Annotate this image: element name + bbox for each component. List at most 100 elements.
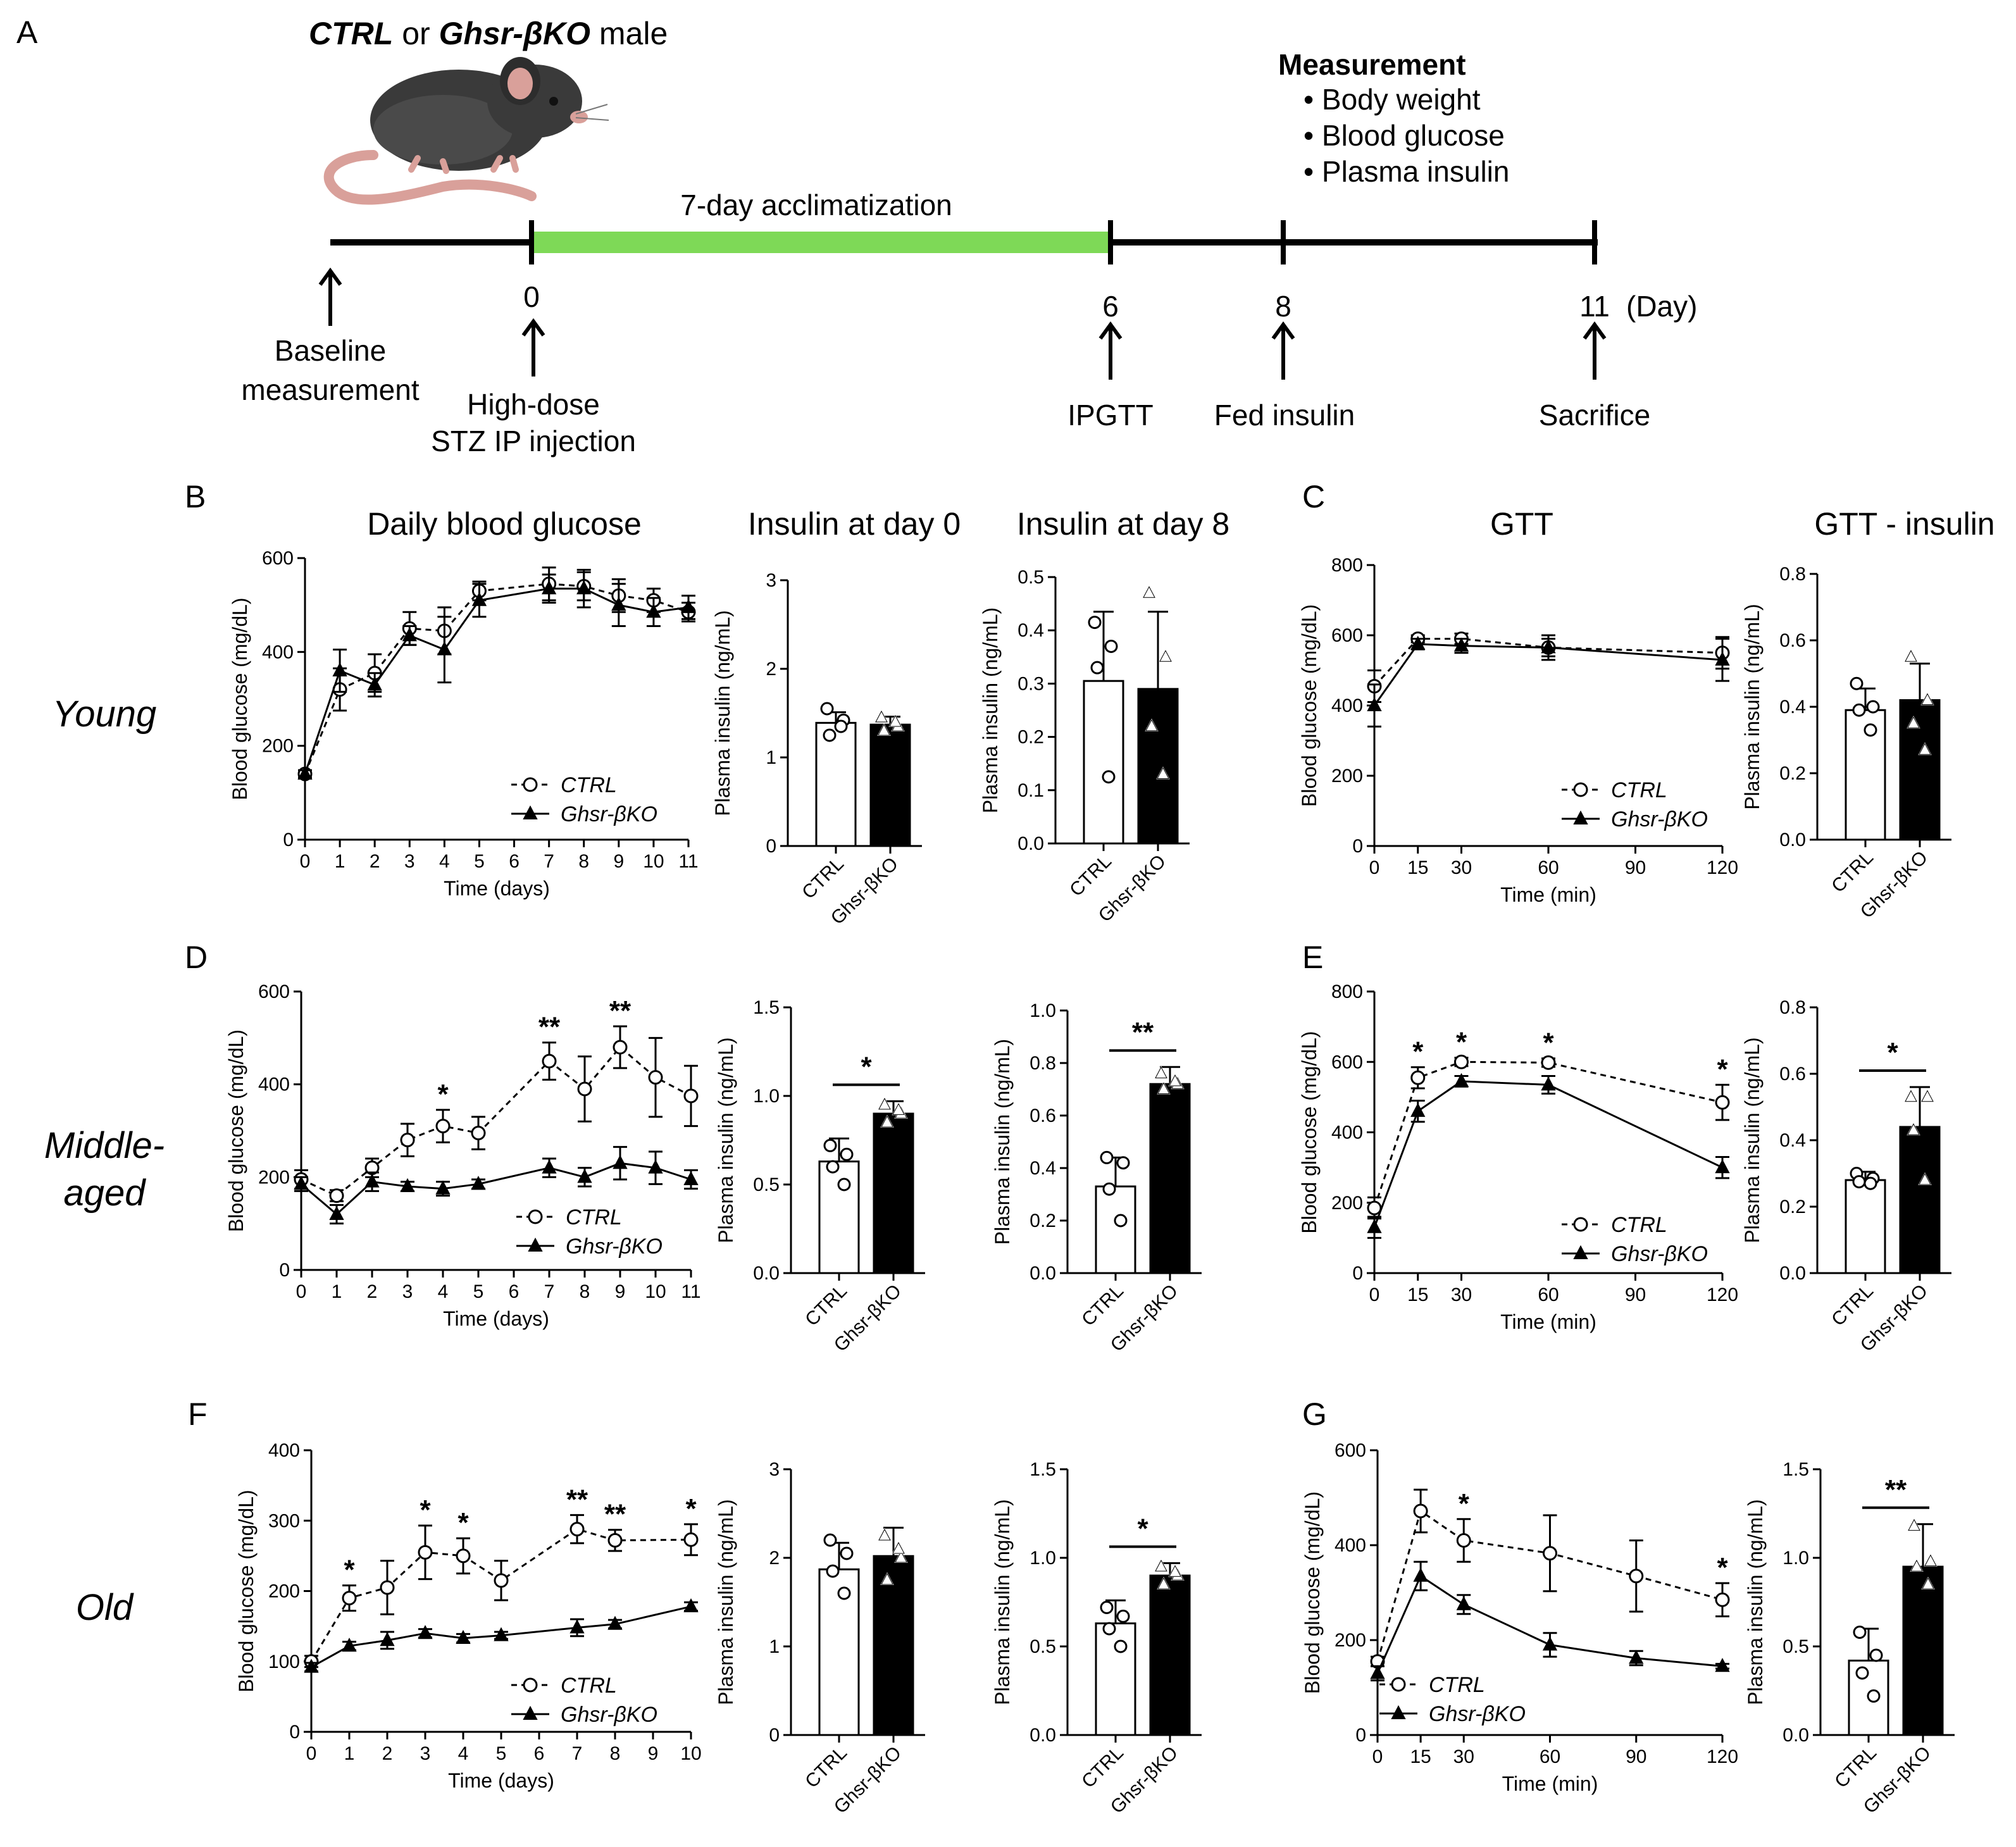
y-tick-label: 0 (289, 1722, 300, 1743)
ctrl-dot (834, 719, 848, 733)
ko-point (297, 766, 313, 780)
ctrl-point (380, 1580, 395, 1595)
ctrl-dot (837, 1586, 851, 1600)
ctrl-dot (1088, 616, 1102, 630)
ko-point (1456, 1596, 1471, 1610)
ko-point (1453, 1073, 1469, 1087)
ko-dot (1920, 1089, 1934, 1102)
y-tick-label: 0.2 (1030, 1210, 1056, 1231)
x-tick-label: 8 (578, 851, 589, 872)
y-tick-label: 0.2 (1779, 1197, 1806, 1217)
ko-dot-outline (1921, 1090, 1934, 1102)
chart-g-gtt: 0 200 400 600 Blood glucose (mg/dL) 0 15 30 60 90… (1301, 1440, 1738, 1795)
y-tick-label: 2 (769, 1548, 780, 1569)
ctrl-dot (1869, 1648, 1883, 1662)
x-tick-label: 60 (1538, 1284, 1559, 1305)
ko-point (456, 1629, 471, 1645)
y-tick-label: 0.2 (1017, 727, 1044, 748)
x-tick-label: 30 (1453, 1746, 1474, 1767)
bar-ko (1899, 1126, 1941, 1274)
ko-point (471, 1176, 486, 1190)
x-tick-label: 0 (1369, 857, 1380, 878)
ctrl-dot (1864, 1176, 1877, 1190)
ctrl-dot (1114, 1214, 1128, 1228)
ko-point (364, 1173, 380, 1188)
ctrl-line (301, 1045, 692, 1197)
ctrl-point (1367, 1200, 1382, 1216)
ko-dot-outline (1157, 1082, 1170, 1094)
title-gtt: GTT (1490, 506, 1553, 542)
ctrl-point (683, 1532, 699, 1547)
y-tick-label: 1.0 (1030, 1548, 1056, 1569)
category-label: CTRL (1066, 851, 1116, 901)
y-tick-label: 0 (1352, 836, 1363, 857)
y-tick-label: 3 (766, 570, 776, 591)
ctrl-point (342, 1591, 357, 1606)
baseline-label-2: measurement (241, 373, 419, 406)
x-tick-label: 120 (1707, 1284, 1738, 1305)
y-tick-label: 0.4 (1779, 697, 1806, 718)
x-tick-label: 90 (1625, 857, 1646, 878)
row-label-middle-2: aged (63, 1172, 146, 1214)
panel-letter-d: D (185, 940, 208, 975)
ko-dot-outline (1155, 1066, 1167, 1079)
ctrl-point (683, 1088, 699, 1104)
ko-dot-outline (1157, 1577, 1170, 1589)
y-tick-label: 1.5 (1783, 1459, 1809, 1480)
stz-label-1: High-dose (467, 388, 600, 421)
ko-dot-outline (1155, 1559, 1167, 1572)
y-tick-label: 600 (1331, 1052, 1363, 1073)
ctrl-dot (1866, 700, 1880, 714)
y-tick-label: 0.6 (1779, 1064, 1806, 1085)
y-tick-label: 400 (1331, 695, 1363, 716)
y-axis-label: Plasma insulin (ng/mL) (1741, 604, 1764, 809)
y-axis-label: Blood glucose (mg/dL) (228, 597, 251, 800)
x-tick-label: 0 (1372, 1746, 1383, 1767)
ko-dot-outline (895, 1550, 907, 1563)
bar-ctrl (1845, 1179, 1886, 1274)
y-tick-label: 800 (1331, 981, 1363, 1002)
ko-dot-outline (1169, 1565, 1181, 1577)
ctrl-dot (1116, 1156, 1130, 1170)
ctrl-dot (1853, 1626, 1867, 1639)
y-tick-label: 800 (1331, 555, 1363, 576)
y-tick-label: 200 (268, 1581, 300, 1602)
legend-ctrl-label: CTRL (1611, 1213, 1667, 1237)
ko-dot-outline (1157, 767, 1169, 780)
y-tick-label: 3 (769, 1459, 780, 1480)
y-tick-label: 1.0 (1783, 1548, 1809, 1569)
x-tick-label: 60 (1538, 857, 1559, 878)
ko-point (437, 641, 452, 656)
y-tick-label: 0.4 (1779, 1130, 1806, 1151)
y-tick-label: 0.1 (1017, 780, 1044, 801)
y-tick-label: 400 (1335, 1535, 1366, 1556)
significance-star: ** (566, 1484, 588, 1515)
day-label-0: 0 (523, 280, 540, 313)
ipgtt-label: IPGTT (1067, 399, 1153, 432)
significance-star: * (1137, 1513, 1148, 1544)
ctrl-dot (1114, 1639, 1128, 1653)
ko-dot-outline (1169, 1074, 1181, 1086)
bar-ctrl (1083, 680, 1124, 845)
x-tick-label: 3 (402, 1281, 413, 1302)
row-label-middle-1: Middle- (44, 1125, 165, 1166)
y-tick-label: 200 (1331, 1193, 1363, 1214)
y-tick-label: 600 (258, 981, 290, 1002)
x-tick-label: 5 (474, 851, 485, 872)
bar-ctrl (815, 721, 857, 847)
y-axis-label: Plasma insulin (ng/mL) (714, 1037, 737, 1243)
y-tick-label: 0 (283, 830, 294, 850)
ko-point (342, 1638, 357, 1652)
ctrl-dot (823, 1138, 837, 1152)
ctrl-point (1454, 1054, 1469, 1069)
y-tick-label: 1.5 (753, 997, 780, 1018)
y-tick-label: 600 (1335, 1440, 1366, 1461)
ko-point (1413, 1567, 1428, 1582)
legend-ctrl-marker (528, 1209, 543, 1224)
ko-point (402, 627, 417, 642)
y-axis-label: Plasma insulin (ng/mL) (991, 1499, 1014, 1705)
y-axis-label: Blood glucose (mg/dL) (1298, 604, 1321, 807)
ko-dot (1904, 649, 1918, 662)
x-tick-label: 0 (1369, 1284, 1380, 1305)
